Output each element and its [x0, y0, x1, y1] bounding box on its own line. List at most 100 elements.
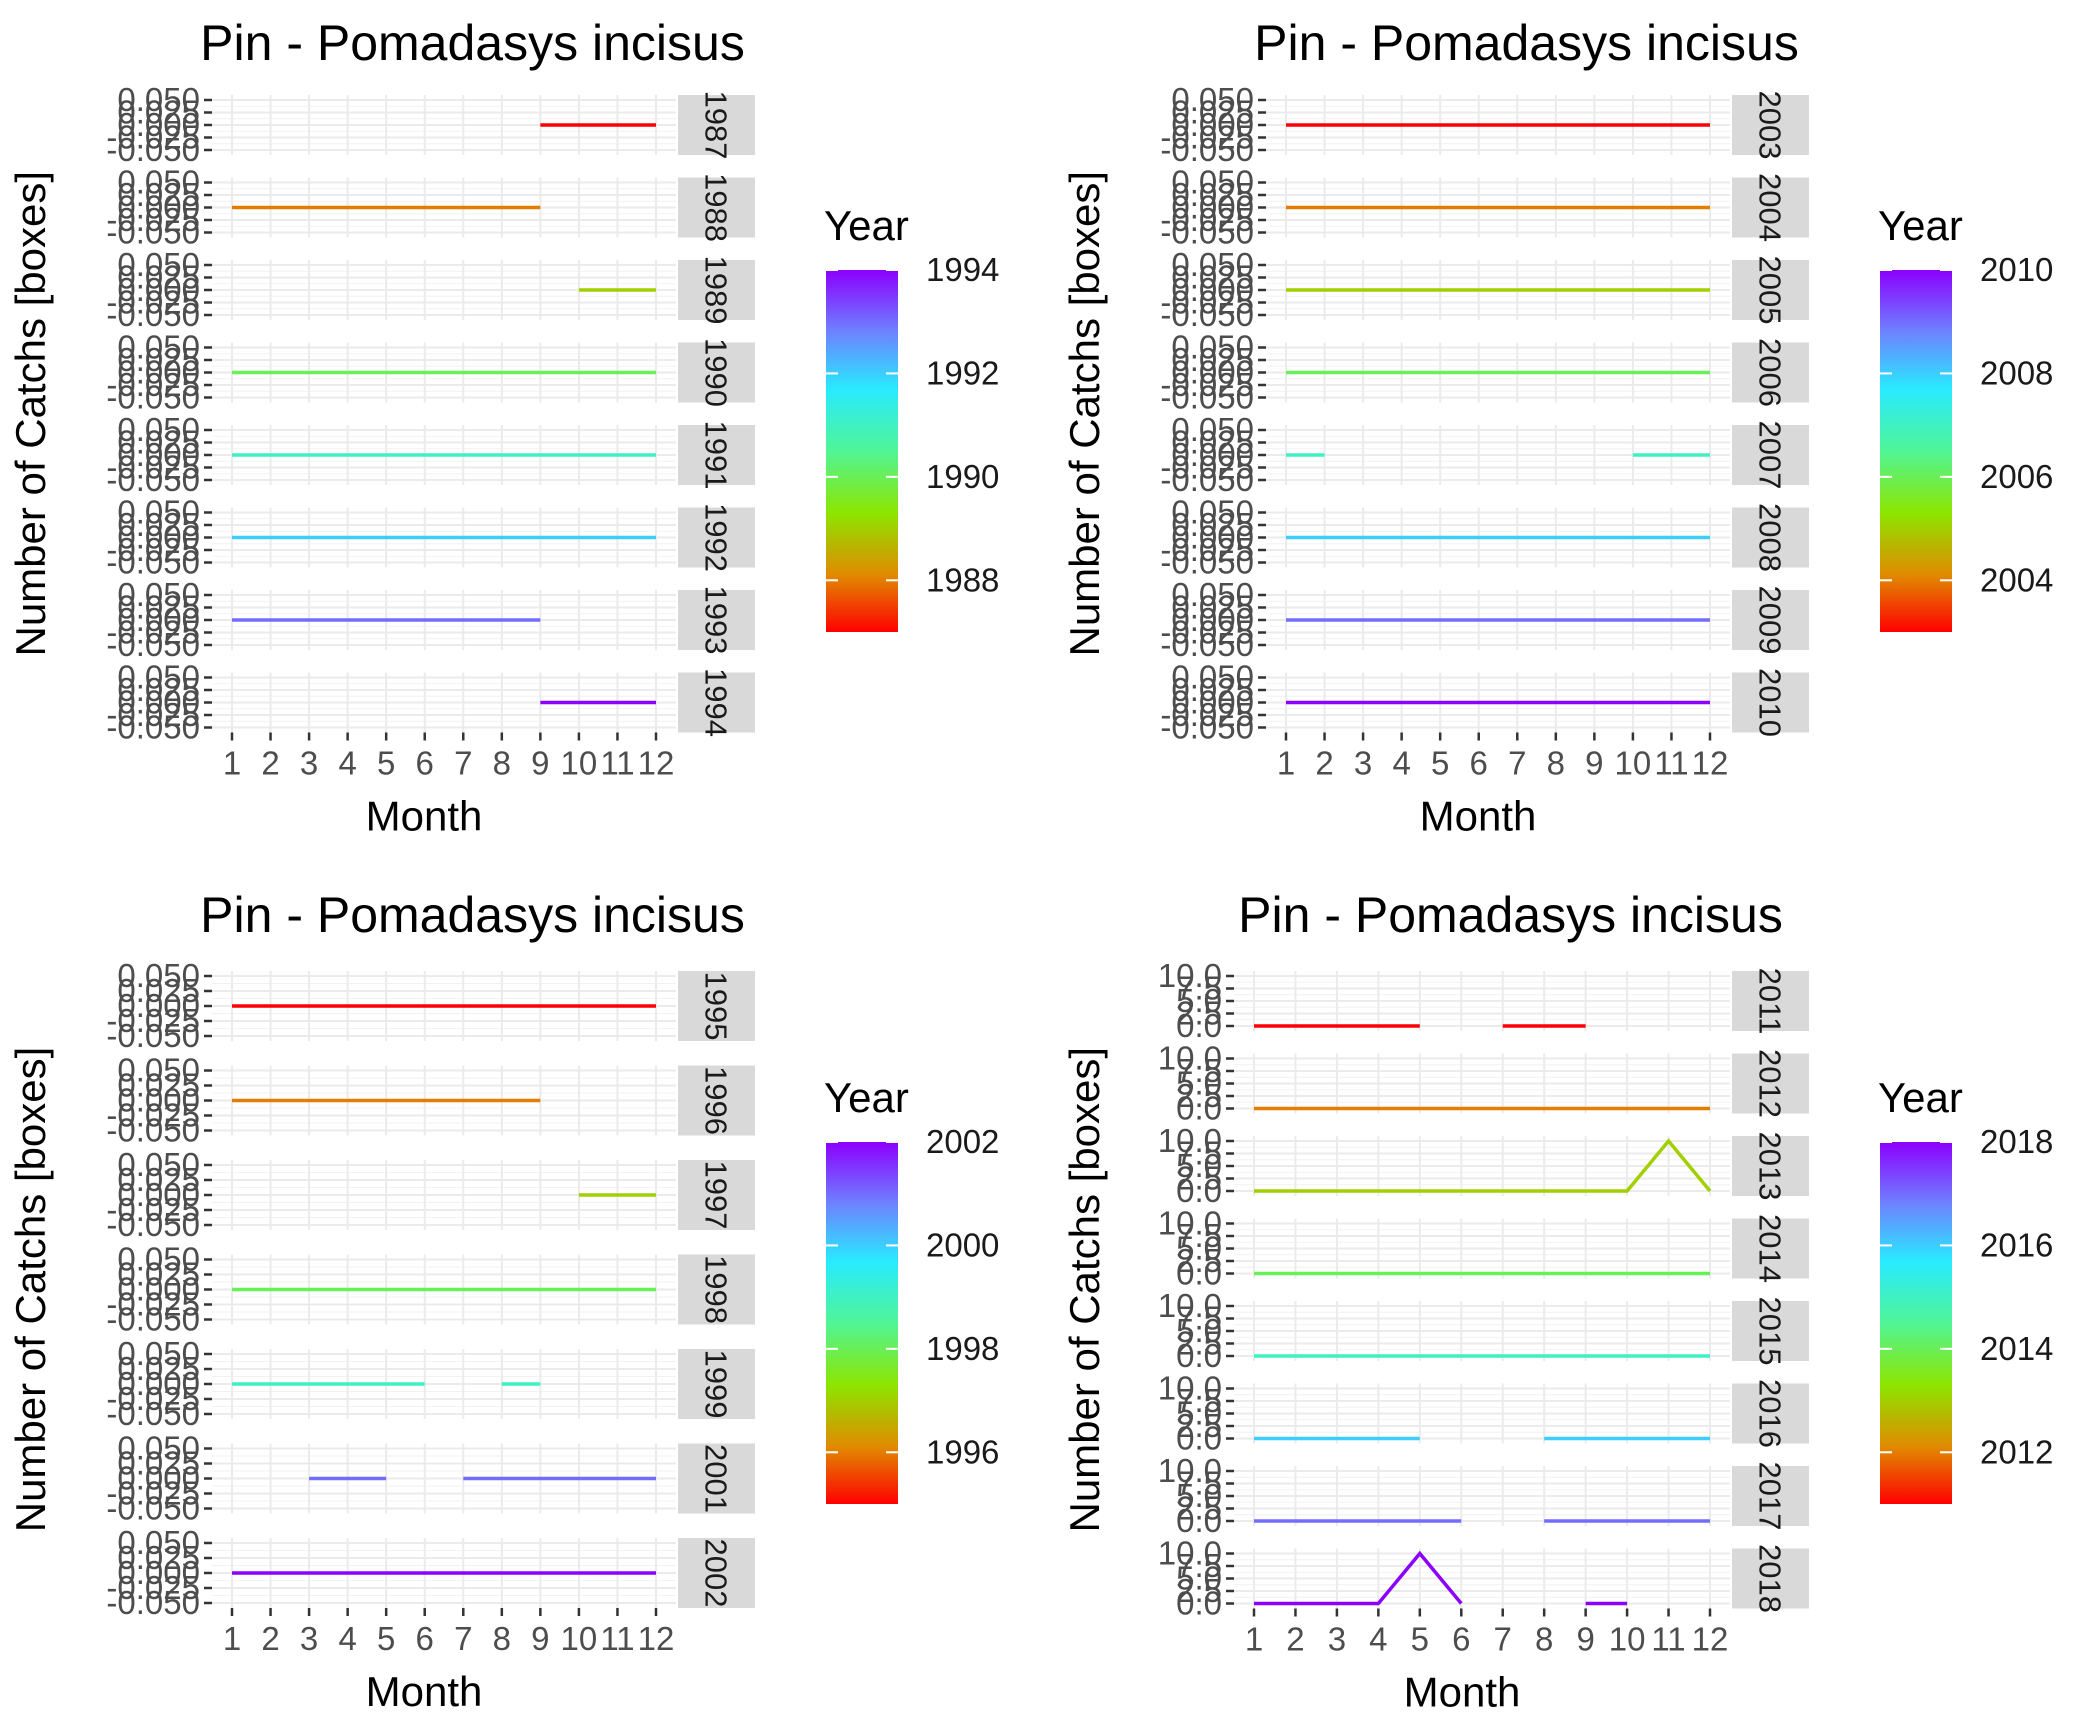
y-tick-label: 5.0	[1176, 1560, 1222, 1597]
x-axis-title: Month	[366, 1668, 483, 1715]
chart-1: Pin - Pomadasys incisus-0.050-0.0250.000…	[7, 15, 999, 840]
facet-strip-label: 2018	[1753, 1544, 1788, 1613]
facet-strip	[1732, 95, 1809, 155]
y-tick-label: 5.0	[1176, 1477, 1222, 1514]
facet-strip	[678, 1349, 755, 1419]
y-tick-label: 7.5	[1176, 1547, 1222, 1584]
y-tick-label: 5.0	[1176, 982, 1222, 1019]
y-tick-label: 0.050	[1171, 164, 1254, 201]
facet-strip	[678, 260, 755, 320]
facet-strip	[1732, 177, 1809, 238]
y-tick-label: -0.025	[106, 1097, 200, 1134]
y-tick-label: -0.025	[106, 1191, 200, 1228]
facet-strip-label: 1994	[699, 668, 734, 737]
y-tick-label: 0.050	[1171, 494, 1254, 531]
y-tick-label: 5.0	[1176, 1065, 1222, 1102]
facet-strip-label: 1997	[699, 1161, 734, 1230]
chart-title: Pin - Pomadasys incisus	[200, 15, 745, 71]
x-tick-label: 6	[416, 1620, 434, 1657]
facet-strip	[678, 971, 755, 1041]
y-tick-label: -0.025	[1160, 696, 1254, 733]
facet-strip	[1732, 425, 1809, 485]
x-tick-label: 5	[377, 745, 395, 782]
facet-strip	[1732, 342, 1809, 403]
x-tick-label: 11	[1654, 745, 1688, 782]
x-tick-label: 2	[1315, 745, 1333, 782]
legend-label: 1996	[926, 1433, 999, 1470]
y-tick-label: -0.025	[106, 201, 200, 238]
legend-label: 2004	[1980, 561, 2053, 598]
y-tick-label: 0.000	[117, 1460, 200, 1497]
facet-strip	[678, 342, 755, 403]
y-tick-label: 0.050	[117, 1052, 200, 1089]
y-tick-label: 0.050	[1171, 81, 1254, 118]
legend-title: Year	[824, 202, 909, 249]
y-tick-label: 0.025	[117, 972, 200, 1009]
x-tick-label: 6	[1452, 1621, 1470, 1658]
x-tick-label: 12	[638, 745, 675, 782]
facet-strip	[678, 425, 755, 485]
y-tick-label: 7.5	[1176, 1300, 1222, 1337]
y-tick-label: 0.000	[1171, 106, 1254, 143]
facet-strip	[678, 590, 755, 650]
y-tick-label: -0.025	[106, 284, 200, 321]
y-tick-label: -0.050	[1160, 626, 1254, 663]
x-tick-label: 2	[261, 745, 279, 782]
y-tick-label: 0.025	[1171, 259, 1254, 296]
facet-strip	[1732, 1548, 1809, 1609]
y-tick-label: 7.5	[1176, 1465, 1222, 1502]
y-tick-label: 7.5	[1176, 1382, 1222, 1419]
y-tick-label: 0.000	[117, 684, 200, 721]
y-tick-label: 0.000	[117, 354, 200, 391]
y-tick-label: -0.025	[1160, 284, 1254, 321]
x-tick-label: 9	[1576, 1621, 1594, 1658]
y-tick-label: 0.050	[117, 164, 200, 201]
x-axis-title: Month	[1420, 793, 1537, 840]
facet-strip-label: 2011	[1753, 968, 1788, 1035]
legend-title: Year	[824, 1074, 909, 1121]
y-tick-label: 2.5	[1176, 1160, 1222, 1197]
x-tick-label: 9	[531, 1620, 549, 1657]
y-tick-label: -0.025	[106, 119, 200, 156]
panel-2017: 0.02.55.07.510.0 2017	[1158, 1452, 1809, 1539]
y-tick-label: 0.025	[117, 1161, 200, 1198]
facet-strip-label: 2006	[1753, 338, 1788, 407]
y-tick-label: 0.0	[1176, 1090, 1222, 1127]
y-tick-label: 5.0	[1176, 1312, 1222, 1349]
x-tick-label: 3	[1354, 745, 1372, 782]
legend-title: Year	[1878, 1074, 1963, 1121]
facet-strip-label: 1996	[699, 1066, 734, 1135]
legend-label: 2008	[1980, 354, 2053, 391]
y-tick-label: 10.0	[1158, 1040, 1222, 1077]
facet-strip	[678, 507, 755, 568]
x-tick-label: 7	[1494, 1621, 1512, 1658]
y-tick-label: -0.050	[1160, 544, 1254, 581]
y-tick-label: 5.0	[1176, 1230, 1222, 1267]
facet-strip-label: 1998	[699, 1255, 734, 1324]
y-tick-label: -0.025	[1160, 531, 1254, 568]
x-tick-label: 11	[600, 1620, 634, 1657]
x-tick-label: 5	[377, 1620, 395, 1657]
facet-strip	[678, 1160, 755, 1230]
y-tick-label: -0.025	[106, 366, 200, 403]
y-tick-label: -0.050	[106, 131, 200, 168]
y-tick-label: 0.025	[1171, 94, 1254, 131]
y-tick-label: 2.5	[1176, 1077, 1222, 1114]
y-tick-label: -0.025	[1160, 614, 1254, 651]
y-tick-label: -0.050	[106, 1584, 200, 1621]
legend-title: Year	[1878, 202, 1963, 249]
y-tick-label: 0.050	[117, 494, 200, 531]
y-tick-label: 10.0	[1158, 957, 1222, 994]
y-tick-label: 0.050	[1171, 576, 1254, 613]
y-tick-label: -0.050	[106, 1490, 200, 1527]
y-tick-label: -0.050	[106, 214, 200, 251]
facet-strip	[1732, 971, 1809, 1031]
y-tick-label: -0.050	[106, 626, 200, 663]
y-tick-label: 10.0	[1158, 1452, 1222, 1489]
y-tick-label: -0.050	[1160, 379, 1254, 416]
legend-label: 2012	[1980, 1433, 2053, 1470]
